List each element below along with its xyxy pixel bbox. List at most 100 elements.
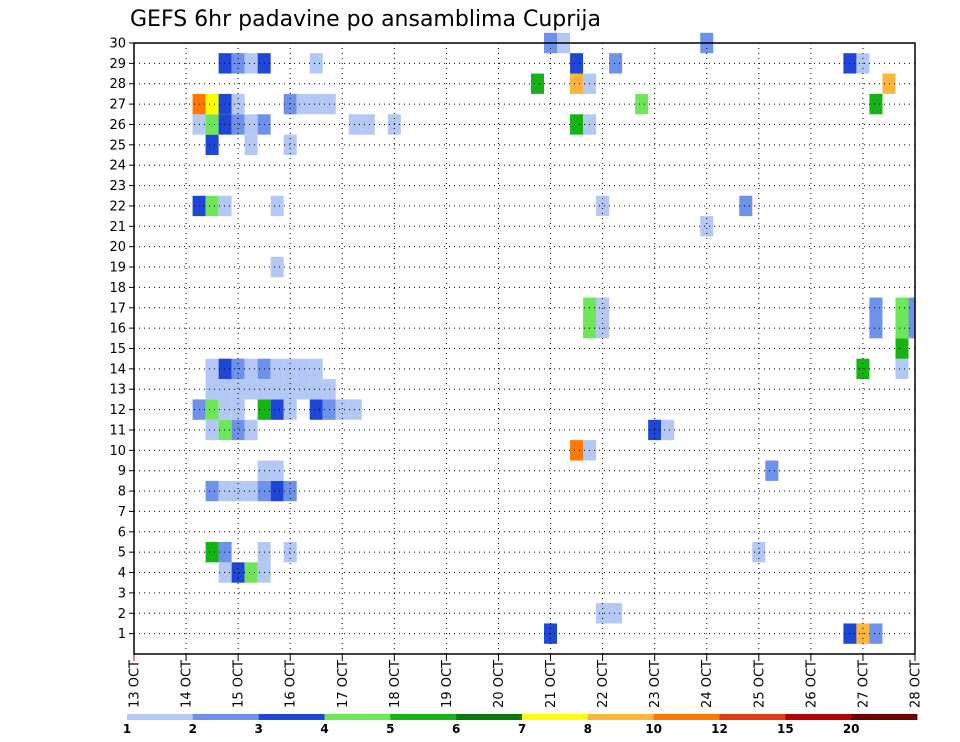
y-tick-label: 28 [109, 77, 126, 92]
colorbar-swatch [324, 714, 391, 720]
heat-cell [283, 93, 297, 115]
colorbar-swatch [192, 714, 260, 720]
y-tick-label: 26 [109, 118, 126, 133]
colorbar-swatch [785, 714, 852, 720]
y-tick-label: 18 [109, 281, 126, 296]
y-tick-label: 30 [109, 37, 126, 52]
x-tick-label: 19 OCT [440, 660, 455, 708]
colorbar-label: 5 [386, 722, 394, 736]
heat-cell [270, 195, 284, 217]
colorbar-swatch [653, 714, 720, 720]
x-tick-label: 26 OCT [804, 660, 819, 708]
heat-cell [309, 379, 323, 400]
y-tick-label: 5 [118, 546, 126, 561]
heat-cell [283, 399, 297, 420]
colorbar-label: 10 [645, 722, 662, 736]
x-tick-label: 20 OCT [492, 660, 507, 708]
heat-cell [570, 73, 584, 94]
heat-cell [309, 399, 323, 420]
y-tick-label: 24 [109, 159, 126, 174]
heat-cell [218, 358, 232, 380]
heat-cell [531, 73, 545, 94]
heat-cell [895, 317, 909, 339]
heat-cell [205, 195, 219, 217]
heat-cell [205, 480, 219, 502]
heat-cell [218, 399, 232, 420]
colorbar-label: 8 [584, 722, 592, 736]
heat-cell [231, 480, 245, 502]
heat-cell [270, 379, 284, 400]
colorbar-label: 15 [777, 722, 794, 736]
heat-cell [231, 114, 245, 135]
heat-cell [296, 358, 310, 380]
heat-cell [218, 541, 232, 563]
x-axis-ticks: 13 OCT 14 OCT 15 OCT 16 OCT 17 OCT 18 OCT 19 O… [128, 654, 924, 708]
colorbar-swatch [851, 714, 918, 720]
x-tick-label: 28 OCT [909, 660, 924, 708]
heat-cell [205, 114, 219, 135]
x-tick-label: 27 OCT [856, 660, 871, 708]
y-tick-label: 9 [118, 464, 126, 479]
heat-cell [205, 93, 219, 115]
heat-cell [908, 297, 915, 318]
x-tick-label: 13 OCT [128, 660, 143, 708]
colorbar-label: 2 [189, 722, 197, 736]
x-tick-label: 18 OCT [388, 660, 403, 708]
y-tick-label: 12 [109, 403, 126, 418]
heat-cell [309, 53, 323, 74]
x-tick-label: 15 OCT [232, 660, 247, 708]
y-tick-label: 29 [109, 57, 126, 72]
heat-cell [309, 358, 323, 380]
heat-cell [218, 379, 232, 400]
x-tick-label: 14 OCT [180, 660, 195, 708]
heat-cell [869, 297, 883, 318]
y-tick-label: 1 [118, 627, 126, 642]
heat-cell [218, 480, 232, 502]
heat-cell [609, 53, 623, 74]
heat-cell [244, 480, 258, 502]
chart-title: GEFS 6hr padavine po ansamblima Cuprija [130, 7, 601, 32]
y-tick-label: 21 [109, 220, 126, 235]
colorbar-swatch [456, 714, 523, 720]
x-tick-label: 23 OCT [648, 660, 663, 708]
y-tick-label: 19 [109, 261, 126, 276]
heat-cell [570, 114, 584, 135]
heat-cell [231, 379, 245, 400]
grid-lines [134, 43, 915, 654]
heat-cell [205, 541, 219, 563]
heat-cell [231, 419, 245, 441]
colorbar-swatch [258, 714, 325, 720]
heat-cell [244, 53, 258, 74]
x-tick-label: 24 OCT [700, 660, 715, 708]
y-tick-label: 11 [109, 423, 126, 438]
heat-cell [296, 93, 310, 115]
heat-cell [283, 541, 297, 563]
y-tick-label: 4 [118, 566, 126, 581]
colorbar-swatch [127, 714, 194, 720]
x-tick-label: 17 OCT [336, 660, 351, 708]
heat-cell [348, 399, 362, 420]
heat-cell [739, 195, 753, 217]
heat-cell [231, 562, 245, 583]
heat-cell [283, 134, 297, 156]
heat-cell [700, 216, 714, 237]
heat-cell [270, 399, 284, 420]
y-tick-label: 2 [118, 607, 126, 622]
y-tick-label: 15 [109, 342, 126, 357]
heat-cell [335, 399, 349, 420]
heat-cell [244, 379, 258, 400]
colorbar-label: 6 [452, 722, 460, 736]
heat-cell [765, 460, 779, 481]
data-cells [192, 32, 915, 644]
heat-cell [570, 440, 584, 461]
heat-cell [296, 379, 310, 400]
heat-cell [218, 195, 232, 217]
heat-cell [908, 317, 915, 339]
heat-cell [205, 399, 219, 420]
heat-cell [218, 419, 232, 441]
colorbar-swatch [390, 714, 457, 720]
colorbar-swatch [587, 714, 655, 720]
x-tick-label: 25 OCT [752, 660, 767, 708]
colorbar-label: 12 [711, 722, 728, 736]
colorbar-label: 20 [843, 722, 860, 736]
